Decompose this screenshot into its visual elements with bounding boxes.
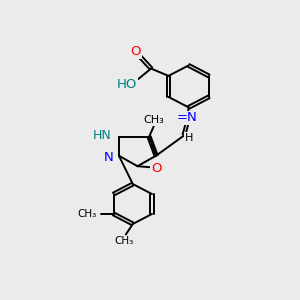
Text: =N: =N (177, 111, 198, 124)
Text: HO: HO (117, 78, 137, 91)
Text: H: H (185, 133, 193, 143)
Text: CH₃: CH₃ (114, 236, 133, 246)
Text: N: N (103, 151, 113, 164)
Text: O: O (131, 45, 141, 58)
Text: CH₃: CH₃ (143, 115, 164, 125)
Text: O: O (151, 162, 161, 175)
Text: HN: HN (93, 129, 111, 142)
Text: CH₃: CH₃ (77, 209, 96, 219)
